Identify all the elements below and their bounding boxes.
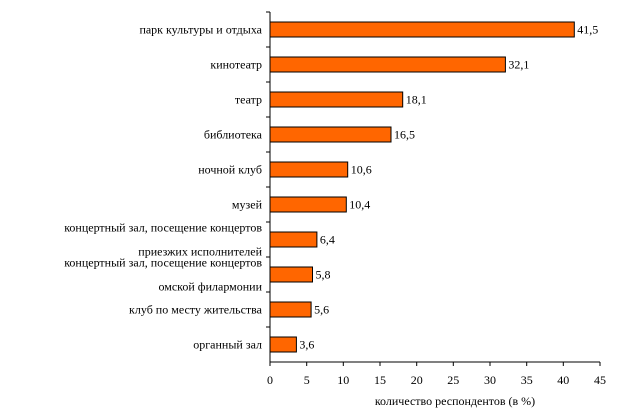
bar [269, 336, 297, 353]
data-label: 5,6 [314, 303, 329, 317]
bar [269, 91, 404, 108]
bar [269, 301, 312, 318]
data-label: 32,1 [508, 58, 529, 72]
bar [269, 126, 392, 143]
category-label: концертный зал, посещение концертов [64, 221, 262, 235]
category-label: ночной клуб [198, 163, 262, 177]
bar [269, 196, 347, 213]
bar [269, 161, 349, 178]
data-label: 41,5 [577, 23, 598, 37]
category-label: органный зал [193, 338, 262, 352]
bar [269, 21, 575, 38]
category-label: концертный зал, посещение концертов [64, 256, 262, 270]
category-label: клуб по месту жительства [129, 303, 263, 317]
x-tick-label: 10 [337, 373, 349, 387]
data-labels: 41,5 32,1 18,1 16,5 10,6 10,4 6,4 5,8 5,6 3,6 [299, 23, 598, 352]
bar [269, 266, 313, 283]
category-label: приезжих исполнителей [138, 245, 262, 259]
data-label: 16,5 [394, 128, 415, 142]
x-axis-ticks: 0 5 10 15 20 25 30 35 40 45 [267, 362, 606, 387]
data-label: 18,1 [406, 93, 427, 107]
x-tick-label: 0 [267, 373, 273, 387]
x-tick-label: 5 [304, 373, 310, 387]
x-tick-label: 20 [411, 373, 423, 387]
category-label: театр [235, 93, 262, 107]
bar [269, 231, 318, 248]
x-tick-label: 25 [447, 373, 459, 387]
category-label: омской филармонии [158, 280, 262, 294]
data-label: 6,4 [320, 233, 335, 247]
x-tick-label: 35 [521, 373, 533, 387]
x-axis-title: количество респондентов (в %) [375, 394, 535, 408]
category-label: парк культуры и отдыха [139, 23, 262, 37]
axes [266, 11, 600, 363]
x-tick-label: 30 [484, 373, 496, 387]
x-tick-label: 45 [594, 373, 606, 387]
category-label: кинотеатр [210, 58, 262, 72]
data-label: 10,6 [351, 163, 372, 177]
category-label: библиотека [204, 128, 263, 142]
x-tick-label: 15 [374, 373, 386, 387]
data-label: 10,4 [349, 198, 370, 212]
category-label: музей [232, 198, 263, 212]
data-label: 3,6 [299, 338, 314, 352]
bar [269, 56, 506, 73]
x-tick-label: 40 [557, 373, 569, 387]
category-labels: парк культуры и отдыха кинотеатр театр библ… [64, 23, 262, 352]
data-label: 5,8 [316, 268, 331, 282]
